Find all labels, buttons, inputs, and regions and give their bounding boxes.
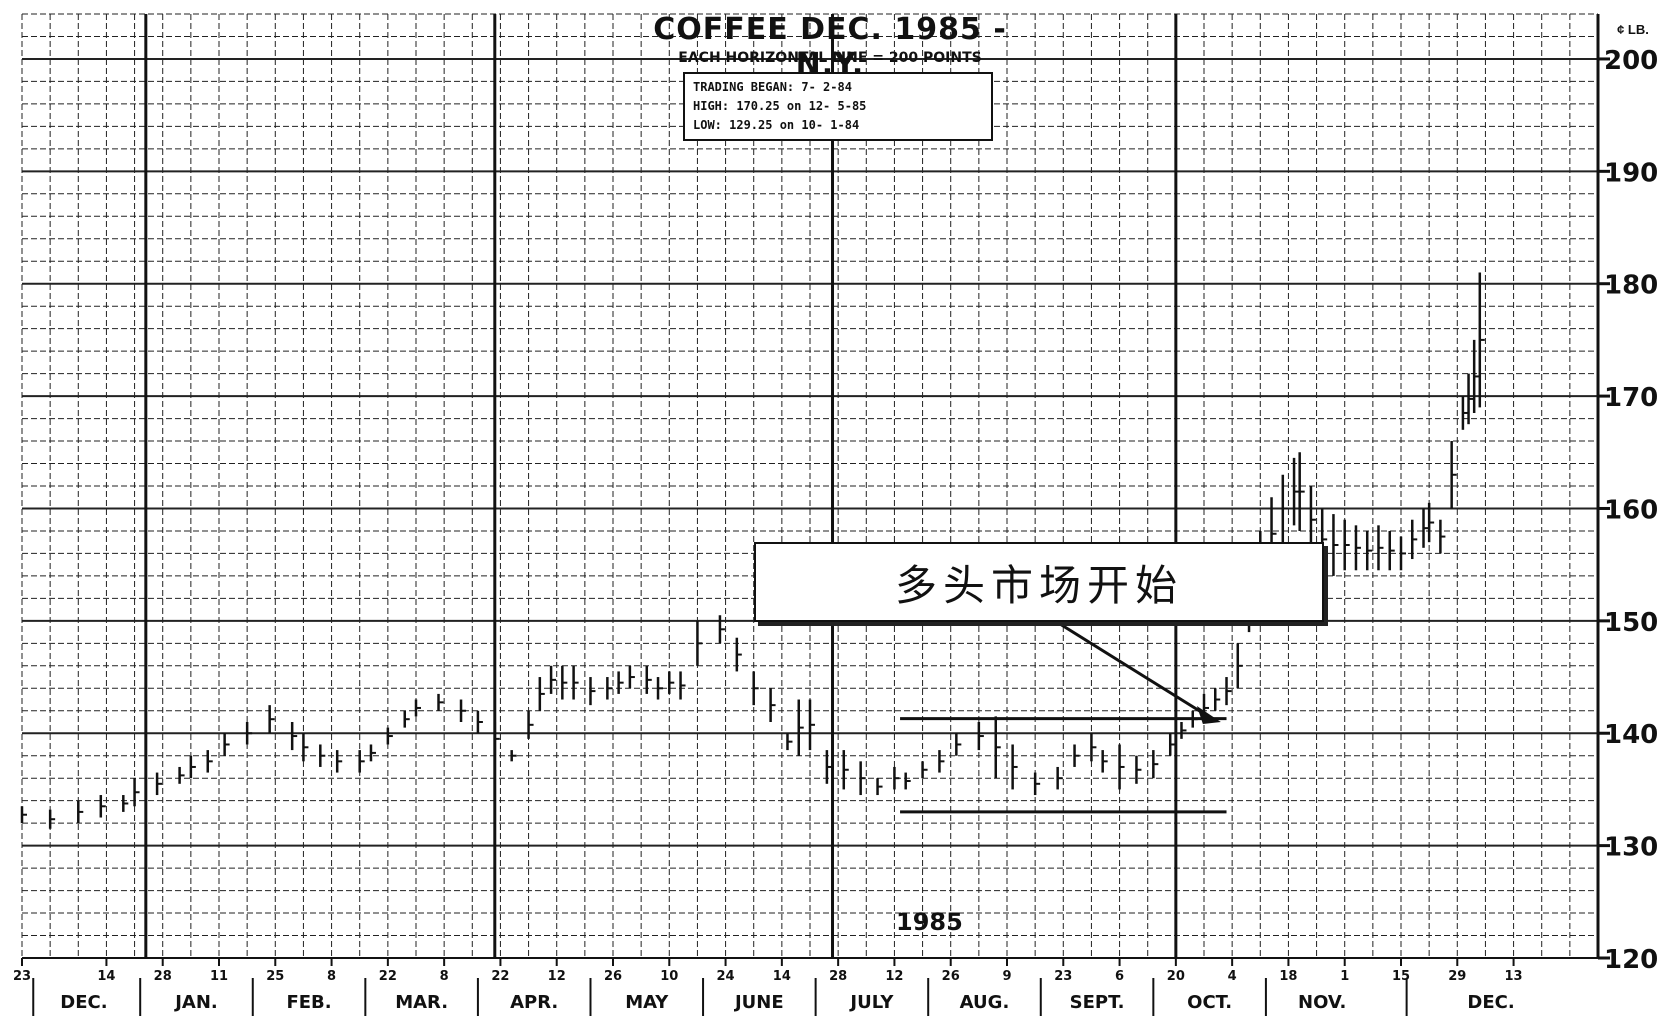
x-date-label: 10 xyxy=(660,969,678,984)
x-date-label: 26 xyxy=(942,969,960,984)
x-month-label: DEC. xyxy=(1467,992,1514,1013)
y-unit-label: ¢ LB. xyxy=(1617,22,1649,37)
x-date-label: 11 xyxy=(210,969,228,984)
x-date-label: 14 xyxy=(773,969,791,984)
x-month-label: MAY xyxy=(625,992,669,1013)
x-date-label: 28 xyxy=(154,969,172,984)
x-date-label: 4 xyxy=(1228,969,1237,984)
y-tick-label: 140 xyxy=(1604,720,1658,750)
y-tick-label: 180 xyxy=(1604,271,1658,301)
x-date-label: 23 xyxy=(1054,969,1072,984)
x-month-label: DEC. xyxy=(60,992,107,1013)
x-date-label: 22 xyxy=(491,969,509,984)
x-date-label: 18 xyxy=(1279,969,1297,984)
chart-subtitle: EACH HORIZONTAL LINE = 200 POINTS xyxy=(678,50,982,66)
price-bars xyxy=(20,272,1485,829)
x-axis: 23 14 28 11 25 8 22 8 22 12 26 10 24 14 28 12 26 9 23 6 20 4 1… xyxy=(13,957,1598,1016)
x-date-label: 26 xyxy=(604,969,622,984)
annotation-arrowhead xyxy=(1196,706,1221,724)
x-month-label: MAR. xyxy=(395,992,448,1013)
x-date-label: 1 xyxy=(1340,969,1349,984)
x-date-label: 22 xyxy=(379,969,397,984)
x-month-label: OCT. xyxy=(1187,992,1232,1013)
y-tick-label: 190 xyxy=(1604,158,1658,188)
info-high: HIGH: 170.25 on 12- 5-85 xyxy=(693,99,867,113)
x-month-label: JULY xyxy=(848,992,894,1013)
y-tick-label: 170 xyxy=(1604,383,1658,413)
x-date-label: 24 xyxy=(717,969,735,984)
x-date-label: 15 xyxy=(1392,969,1410,984)
info-trading-began: TRADING BEGAN: 7- 2-84 xyxy=(693,80,852,94)
x-month-label: JAN. xyxy=(173,992,218,1013)
annotation-arrow xyxy=(1059,622,1212,720)
x-date-label: 13 xyxy=(1505,969,1523,984)
x-date-label: 6 xyxy=(1115,969,1124,984)
trading-info-box: TRADING BEGAN: 7- 2-84 HIGH: 170.25 on 1… xyxy=(683,72,993,141)
x-month-label: NOV. xyxy=(1298,992,1346,1013)
x-date-label: 14 xyxy=(97,969,115,984)
x-month-label: AUG. xyxy=(960,992,1010,1013)
x-month-label: JUNE xyxy=(733,992,784,1013)
y-tick-label: 130. xyxy=(1604,833,1660,863)
x-date-label: 28 xyxy=(829,969,847,984)
y-tick-label: 120 xyxy=(1604,945,1658,975)
x-date-label: 8 xyxy=(440,969,449,984)
x-month-label: FEB. xyxy=(286,992,331,1013)
x-date-label: 25 xyxy=(266,969,284,984)
x-date-label: 20 xyxy=(1167,969,1185,984)
x-month-label: APR. xyxy=(510,992,558,1013)
chart-title: COFFEE DEC. 1985 - N.Y. xyxy=(653,12,1007,82)
info-low: LOW: 129.25 on 10- 1-84 xyxy=(693,118,860,132)
trend-lines xyxy=(900,622,1227,814)
y-tick-label: 200 xyxy=(1604,46,1658,76)
x-date-label: 9 xyxy=(1002,969,1011,984)
y-tick-label: 150 xyxy=(1604,608,1658,638)
x-date-label: 12 xyxy=(548,969,566,984)
y-axis: 120 130. 140 150 160 170 180 190 200 xyxy=(1596,14,1660,975)
x-date-label: 23 xyxy=(13,969,31,984)
y-tick-label: 160 xyxy=(1604,495,1658,525)
x-date-label: 12 xyxy=(885,969,903,984)
x-month-label: SEPT. xyxy=(1070,992,1125,1013)
bull-market-callout: 多头市场开始 xyxy=(754,542,1324,622)
x-date-label: 8 xyxy=(327,969,336,984)
year-label: 1985 xyxy=(896,908,963,936)
x-date-label: 29 xyxy=(1448,969,1466,984)
